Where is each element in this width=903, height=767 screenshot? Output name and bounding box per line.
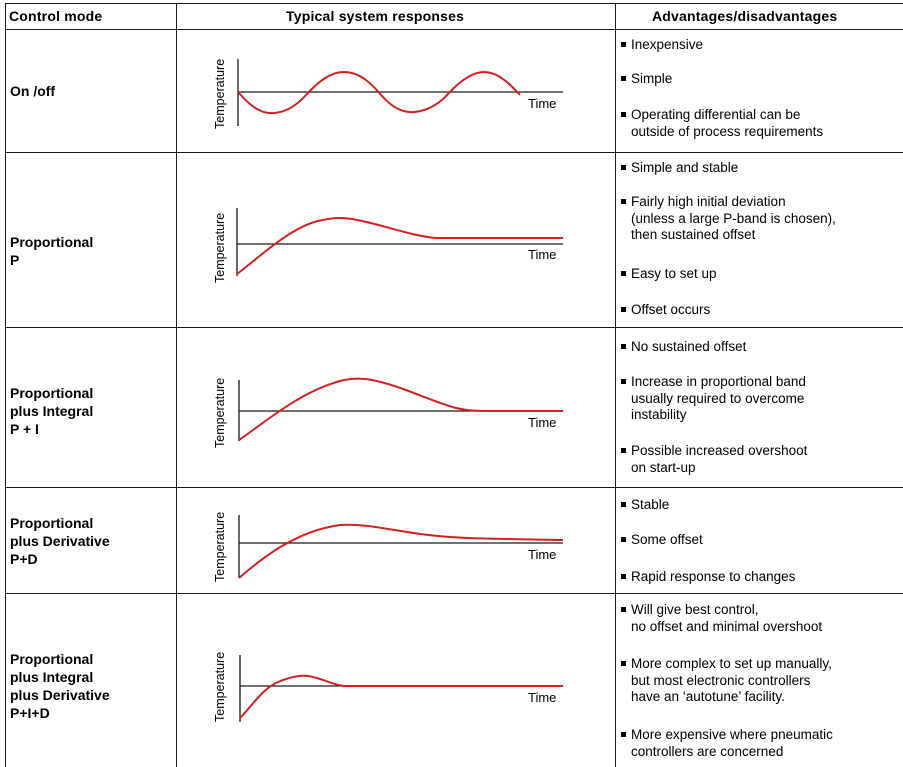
table-top-border [5,3,903,4]
column-divider-2 [615,3,616,767]
advantage-item: More expensive where pneumatic controlle… [621,727,903,760]
row-divider-3 [5,487,903,488]
bullet-icon [621,271,626,276]
table-left-border [5,3,6,767]
mode-label-proportional-derivative: Proportional plus Derivative P+D [10,515,110,567]
x-axis-label: Time [528,547,556,562]
bullet-icon [621,732,626,737]
row-divider-4 [5,593,903,594]
advantage-item: Offset occurs [621,302,903,319]
bullet-icon [621,502,626,507]
advantage-item: More complex to set up manually, but mos… [621,656,903,706]
row-divider-2 [5,327,903,328]
y-axis-label: Temperature [213,652,227,722]
plot-pid: Temperature Time [213,652,563,722]
bullet-icon [621,76,626,81]
advantage-item: Rapid response to changes [621,569,903,586]
bullet-icon [621,607,626,612]
header-control-mode: Control mode [9,8,103,24]
advantage-item: Possible increased overshoot on start-up [621,443,903,476]
bullet-icon [621,661,626,666]
response-curve [236,216,563,275]
bullet-icon [621,448,626,453]
plot-proportional-integral: Temperature Time [213,377,563,448]
plot-proportional: Temperature Time [213,208,563,283]
bullet-icon [621,112,626,117]
mode-label-on-off: On /off [10,83,56,99]
header-bottom-border [5,29,903,30]
bullet-icon [621,379,626,384]
advantage-item: Simple and stable [621,160,903,177]
advantage-item: No sustained offset [621,339,903,356]
advantage-item: Operating differential can be outside of… [621,107,903,140]
advantage-item: Will give best control, no offset and mi… [621,602,903,635]
advantage-item: Simple [621,71,903,88]
mode-label-proportional-integral: Proportional plus Integral P + I [10,385,94,437]
y-axis-label: Temperature [213,378,227,448]
plot-proportional-derivative: Temperature Time [213,512,564,582]
bullet-icon [621,199,626,204]
bullet-icon [621,42,626,47]
bullet-icon [621,537,626,542]
plot-on-off: Temperature Time [213,59,563,129]
bullet-icon [621,307,626,312]
column-divider-1 [176,3,177,767]
x-axis-label: Time [528,96,556,111]
advantage-item: Stable [621,497,903,514]
response-curve [238,377,563,441]
mode-label-proportional: Proportional P [10,234,94,268]
bullet-icon [621,574,626,579]
response-curve [239,674,563,719]
response-curve [237,70,521,115]
x-axis-label: Time [528,247,556,262]
advantage-item: Some offset [621,532,903,549]
mode-label-pid: Proportional plus Integral plus Derivati… [10,651,110,721]
bullet-icon [621,165,626,170]
y-axis-label: Temperature [213,59,227,129]
row-divider-1 [5,152,903,153]
header-typical-responses: Typical system responses [286,8,465,24]
advantage-item: Easy to set up [621,266,903,283]
advantage-item: Fairly high initial deviation (unless a … [621,194,903,244]
header-advantages: Advantages/disadvantages [652,8,838,24]
x-axis-label: Time [528,690,556,705]
y-axis-label: Temperature [213,512,227,582]
y-axis-label: Temperature [213,213,227,283]
advantage-item: Increase in proportional band usually re… [621,374,903,424]
x-axis-label: Time [528,415,556,430]
response-curve [238,523,564,579]
advantage-item: Inexpensive [621,37,903,54]
bullet-icon [621,344,626,349]
